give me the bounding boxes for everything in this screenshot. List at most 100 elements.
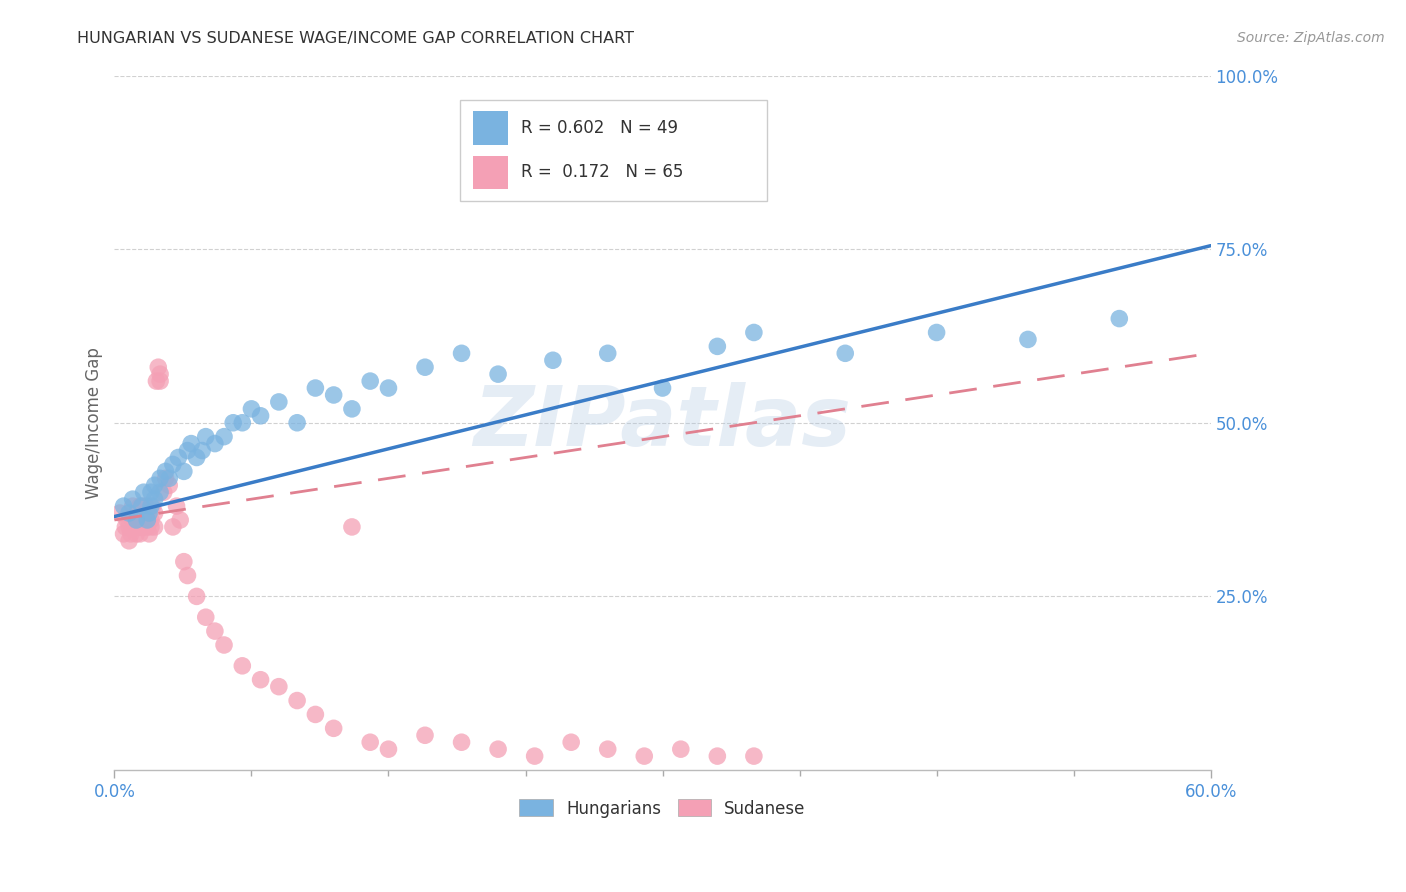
Point	[143, 478, 166, 492]
Point	[249, 409, 271, 423]
Point	[131, 513, 153, 527]
Point	[596, 346, 619, 360]
Point	[125, 506, 148, 520]
Point	[486, 367, 509, 381]
Point	[121, 513, 143, 527]
Point	[148, 360, 170, 375]
Point	[120, 527, 142, 541]
Point	[486, 742, 509, 756]
Point	[340, 401, 363, 416]
Point	[132, 520, 155, 534]
Point	[231, 416, 253, 430]
Point	[162, 458, 184, 472]
Point	[169, 513, 191, 527]
Point	[139, 520, 162, 534]
Legend: Hungarians, Sudanese: Hungarians, Sudanese	[513, 793, 813, 824]
Point	[651, 381, 673, 395]
Point	[136, 520, 159, 534]
Point	[706, 749, 728, 764]
Point	[633, 749, 655, 764]
Point	[541, 353, 564, 368]
Text: Source: ZipAtlas.com: Source: ZipAtlas.com	[1237, 31, 1385, 45]
Point	[231, 658, 253, 673]
Point	[186, 450, 208, 465]
Point	[108, 506, 131, 520]
Point	[204, 624, 226, 639]
Point	[134, 499, 156, 513]
Point	[118, 533, 141, 548]
Point	[131, 520, 153, 534]
Point	[155, 464, 177, 478]
Point	[131, 499, 153, 513]
Bar	[472, 112, 508, 145]
Point	[706, 339, 728, 353]
Point	[322, 722, 344, 736]
Point	[180, 436, 202, 450]
Point	[149, 367, 172, 381]
Point	[167, 450, 190, 465]
Point	[139, 485, 162, 500]
Text: R =  0.172   N = 65: R = 0.172 N = 65	[522, 163, 683, 181]
Point	[143, 492, 166, 507]
Point	[125, 527, 148, 541]
Point	[121, 492, 143, 507]
Text: ZIPatlas: ZIPatlas	[474, 383, 852, 463]
Point	[139, 499, 162, 513]
Point	[322, 388, 344, 402]
Point	[191, 443, 214, 458]
Point	[1017, 333, 1039, 347]
Point	[166, 499, 188, 513]
Point	[204, 436, 226, 450]
Bar	[472, 156, 508, 189]
Point	[132, 485, 155, 500]
Y-axis label: Wage/Income Gap: Wage/Income Gap	[86, 347, 103, 499]
Point	[742, 326, 765, 340]
Point	[742, 749, 765, 764]
Point	[413, 728, 436, 742]
Point	[143, 520, 166, 534]
Point	[285, 416, 308, 430]
Point	[669, 742, 692, 756]
Point	[834, 346, 856, 360]
Point	[212, 638, 235, 652]
Point	[222, 416, 245, 430]
Point	[450, 735, 472, 749]
Point	[118, 506, 141, 520]
Point	[377, 742, 399, 756]
Point	[143, 506, 166, 520]
Point	[1108, 311, 1130, 326]
Point	[114, 520, 136, 534]
Point	[162, 520, 184, 534]
Point	[149, 485, 172, 500]
Point	[450, 346, 472, 360]
Point	[176, 443, 198, 458]
Point	[138, 506, 160, 520]
Point	[145, 374, 167, 388]
Point	[124, 520, 146, 534]
Point	[129, 527, 152, 541]
Point	[925, 326, 948, 340]
Point	[194, 610, 217, 624]
Point	[340, 520, 363, 534]
Point	[240, 401, 263, 416]
Point	[155, 471, 177, 485]
FancyBboxPatch shape	[460, 100, 766, 201]
Point	[249, 673, 271, 687]
Point	[304, 707, 326, 722]
Point	[285, 693, 308, 707]
Point	[523, 749, 546, 764]
Point	[118, 520, 141, 534]
Text: R = 0.602   N = 49: R = 0.602 N = 49	[522, 119, 678, 137]
Text: HUNGARIAN VS SUDANESE WAGE/INCOME GAP CORRELATION CHART: HUNGARIAN VS SUDANESE WAGE/INCOME GAP CO…	[77, 31, 634, 46]
Point	[136, 506, 159, 520]
Point	[304, 381, 326, 395]
Point	[157, 471, 180, 485]
Point	[157, 478, 180, 492]
Point	[127, 513, 149, 527]
Point	[267, 680, 290, 694]
Point	[125, 513, 148, 527]
Point	[112, 499, 135, 513]
Point	[173, 464, 195, 478]
Point	[149, 471, 172, 485]
Point	[176, 568, 198, 582]
